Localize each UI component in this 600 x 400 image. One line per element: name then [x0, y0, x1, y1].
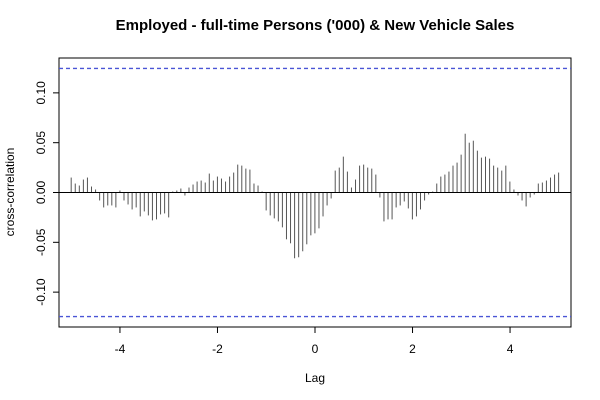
x-tick-label: 2 — [409, 342, 416, 356]
y-tick-label: -0.10 — [34, 278, 48, 306]
y-tick-label: -0.05 — [34, 228, 48, 256]
y-tick-label: 0.10 — [34, 81, 48, 105]
x-tick-label: -2 — [212, 342, 223, 356]
x-tick-label: 4 — [507, 342, 514, 356]
y-tick-label: 0.05 — [34, 131, 48, 155]
chart-title: Employed - full-time Persons ('000) & Ne… — [116, 17, 515, 34]
x-axis: -4 -2 0 2 4 — [115, 327, 514, 356]
y-axis: -0.10 -0.05 0.00 0.05 0.10 — [34, 81, 59, 306]
y-axis-label: cross-correlation — [3, 148, 17, 237]
bars-group — [70, 133, 560, 259]
x-tick-label: 0 — [312, 342, 319, 356]
x-axis-label: Lag — [305, 371, 325, 385]
y-tick-label: 0.00 — [34, 180, 48, 204]
x-tick-label: -4 — [115, 342, 126, 356]
